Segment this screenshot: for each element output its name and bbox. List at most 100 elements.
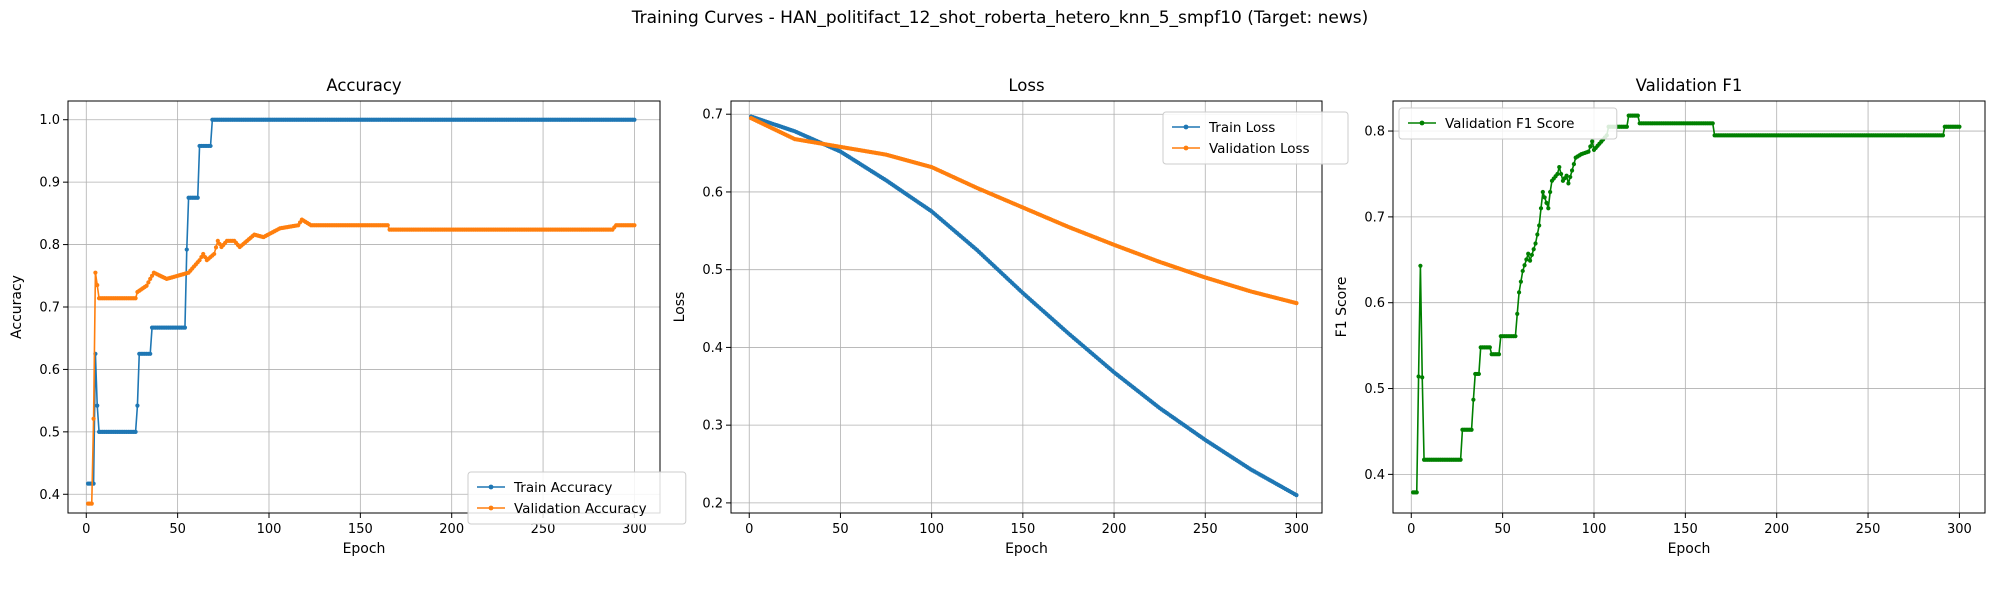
data-point (1458, 457, 1463, 462)
data-point (1476, 371, 1481, 377)
data-point (197, 258, 202, 263)
data-point (1469, 427, 1474, 432)
y-axis-label: Accuracy (9, 275, 25, 339)
figure-title: Training Curves - HAN_politifact_12_shot… (631, 8, 1369, 28)
data-point (1557, 164, 1562, 170)
axes-frame (1392, 100, 1986, 514)
legend-box (467, 471, 687, 525)
data-point (133, 429, 138, 434)
y-tick-label: 0.9 (39, 176, 60, 191)
series-markers-1 (748, 114, 1299, 498)
y-tick-label: 0.7 (702, 108, 723, 123)
data-point (1513, 334, 1518, 339)
data-point (1531, 247, 1536, 252)
y-tick-label: 0.5 (702, 263, 723, 278)
data-point (148, 351, 153, 356)
data-point (1516, 290, 1522, 295)
data-point (385, 223, 390, 228)
panel-title: Validation F1 (1636, 76, 1743, 95)
data-point (1540, 189, 1545, 195)
data-point (1520, 268, 1525, 274)
data-point (133, 296, 138, 301)
legend-marker (1419, 120, 1425, 126)
data-point (212, 251, 217, 257)
data-point (201, 251, 206, 257)
series-markers-2 (86, 217, 637, 506)
data-point (1569, 168, 1575, 173)
y-tick-label: 0.3 (702, 419, 723, 434)
data-point (208, 143, 213, 149)
data-point (184, 247, 189, 252)
axes-frame (730, 100, 1323, 514)
legend-label: Validation F1 Score (1445, 116, 1574, 132)
series-line-2 (88, 218, 635, 505)
chart-panel-2: 0 50 100 150 200 250 300 0.2 0.3 0.4 0.5 0.6 0.7 Loss… (672, 76, 1349, 557)
y-tick-label: 0.2 (702, 496, 723, 511)
series-markers-2 (748, 116, 1299, 306)
y-tick-label: 0.4 (1364, 468, 1385, 483)
data-point (1522, 263, 1527, 268)
data-point (1571, 161, 1576, 167)
legend: Train Loss Validation Loss (1162, 111, 1349, 165)
y-axis-label: F1 Score (1334, 277, 1350, 338)
chart-panel-1: 0 50 100 150 200 250 300 0.4 0.5 0.6 0.7 0.8 0.9 1.0 A… (9, 76, 687, 557)
chart-panel-3: 0 50 100 150 200 250 300 0.4 0.5 0.6 0.7 0.8 Validat… (1334, 76, 1986, 557)
y-tick-label: 0.6 (702, 185, 723, 200)
data-point (213, 245, 219, 250)
data-point (95, 403, 100, 408)
data-point (1533, 241, 1538, 246)
data-point (93, 270, 98, 275)
x-tick-label: 50 (832, 522, 849, 537)
data-point (1420, 375, 1425, 380)
data-point (1526, 251, 1531, 256)
data-point (1564, 173, 1569, 178)
data-point (182, 325, 188, 330)
data-point (1566, 181, 1571, 186)
legend-label: Validation Loss (1209, 141, 1310, 157)
legend-box (1162, 111, 1349, 165)
data-point (1559, 171, 1564, 177)
data-point (1529, 252, 1534, 258)
data-point (91, 416, 96, 421)
legend-marker (1183, 124, 1189, 130)
x-tick-label: 150 (1010, 522, 1035, 537)
series-line-1 (1413, 114, 1960, 494)
data-point (1586, 149, 1591, 154)
y-tick-label: 1.0 (39, 113, 60, 128)
data-point (1590, 139, 1595, 144)
x-axis-label: Epoch (1668, 541, 1711, 557)
legend: Validation F1 Score (1398, 107, 1618, 140)
y-tick-label: 0.8 (1364, 125, 1385, 140)
series-line-1 (88, 118, 635, 485)
data-point (1496, 352, 1502, 357)
x-tick-label: 100 (1582, 522, 1607, 537)
y-tick-label: 0.8 (39, 238, 60, 253)
x-tick-label: 0 (1407, 522, 1415, 537)
data-point (195, 195, 200, 200)
y-axis-label: Loss (672, 292, 688, 323)
x-tick-label: 300 (1284, 522, 1309, 537)
data-point (89, 501, 94, 506)
data-point (144, 283, 149, 288)
x-tick-label: 0 (82, 522, 90, 537)
y-tick-label: 0.4 (39, 488, 60, 503)
data-point (1515, 311, 1520, 316)
panel-title: Loss (1008, 76, 1044, 95)
data-point (148, 276, 153, 282)
x-tick-label: 150 (348, 522, 373, 537)
legend-label: Train Loss (1208, 120, 1275, 136)
data-point (1957, 124, 1962, 129)
data-point (1568, 174, 1573, 180)
x-tick-label: 150 (1673, 522, 1698, 537)
y-tick-label: 0.6 (1364, 296, 1385, 311)
legend-marker (488, 505, 494, 511)
series-line-1 (750, 115, 1297, 496)
data-point (1710, 121, 1715, 126)
data-point (632, 223, 637, 228)
series-markers-1 (86, 117, 637, 486)
panel-title: Accuracy (326, 76, 402, 95)
x-tick-label: 250 (1856, 522, 1881, 537)
x-axis-label: Epoch (1005, 541, 1048, 557)
y-tick-label: 0.7 (1364, 210, 1385, 225)
data-point (1487, 345, 1492, 350)
